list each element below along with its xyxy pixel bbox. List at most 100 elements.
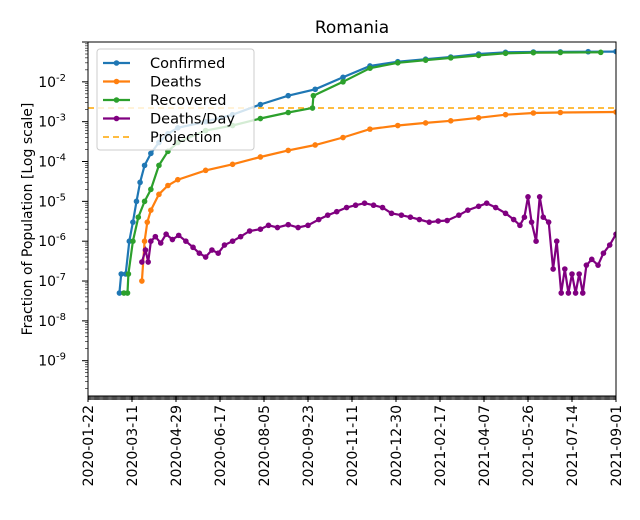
- data-point: [163, 231, 169, 237]
- data-point: [148, 150, 154, 157]
- data-point: [600, 250, 607, 256]
- data-point: [540, 214, 547, 221]
- x-tick-label: 2021-02-17: [433, 405, 449, 486]
- y-tick-exponent: -5: [56, 192, 66, 203]
- data-point: [139, 259, 145, 265]
- data-point: [367, 126, 373, 132]
- data-point: [144, 219, 151, 225]
- data-point: [309, 105, 316, 111]
- x-tick-label: 2020-11-11: [345, 405, 361, 486]
- y-tick-label: 10-7: [38, 272, 66, 290]
- data-point: [312, 86, 318, 93]
- y-tick-label: 10-2: [38, 73, 66, 91]
- data-point: [447, 55, 454, 61]
- series-deaths-day: [139, 194, 616, 296]
- series-line: [140, 196, 616, 294]
- data-point: [502, 50, 509, 57]
- data-point: [142, 247, 149, 253]
- data-point: [352, 202, 359, 209]
- data-point: [196, 250, 203, 256]
- y-tick-label: 10-8: [38, 312, 66, 330]
- data-point: [152, 233, 159, 240]
- series-line: [123, 51, 601, 295]
- data-point: [422, 120, 429, 126]
- data-point: [175, 232, 182, 239]
- data-point: [295, 224, 301, 231]
- x-tick-label: 2021-09-01: [609, 405, 625, 486]
- data-point: [416, 216, 423, 223]
- data-point: [502, 111, 509, 118]
- data-point: [124, 290, 131, 296]
- data-point: [148, 238, 154, 244]
- data-point: [422, 57, 429, 63]
- data-point: [528, 219, 535, 225]
- legend-label: Recovered: [150, 93, 226, 109]
- data-point: [202, 254, 209, 260]
- data-point: [447, 118, 454, 124]
- data-point: [285, 109, 292, 116]
- data-point: [370, 202, 377, 209]
- data-point: [333, 208, 340, 215]
- y-tick-label: 10-3: [38, 113, 66, 131]
- series-line: [140, 110, 616, 282]
- legend-marker: [113, 60, 120, 66]
- data-point: [606, 242, 613, 248]
- data-point: [572, 290, 579, 296]
- data-point: [221, 242, 228, 248]
- data-point: [361, 200, 368, 206]
- data-point: [130, 238, 136, 244]
- legend-box: [96, 48, 255, 151]
- data-point: [237, 233, 244, 240]
- data-point: [148, 186, 154, 193]
- data-point: [444, 217, 450, 224]
- data-point: [367, 65, 373, 71]
- data-point: [407, 214, 414, 221]
- y-tick-label: 10-9: [38, 352, 66, 370]
- data-point: [229, 238, 236, 244]
- x-tick-label: 2020-01-22: [81, 405, 97, 486]
- data-point: [125, 271, 132, 277]
- data-point: [550, 266, 556, 272]
- data-point: [116, 290, 123, 296]
- data-point: [135, 214, 142, 221]
- y-tick-exponent: -2: [56, 73, 66, 84]
- data-point: [435, 218, 442, 224]
- data-point: [536, 194, 543, 200]
- data-point: [157, 240, 164, 246]
- axes-layer: 2020-01-22 2020-03-11 2020-04-29 2020-06-17…: [38, 41, 625, 486]
- data-point: [257, 154, 264, 160]
- data-point: [246, 228, 253, 234]
- x-tick-label: 2021-04-07: [477, 405, 493, 486]
- data-point: [340, 134, 346, 141]
- data-point: [562, 266, 568, 272]
- legend: Confirmed Deaths Recovered Deaths/Day Projec…: [96, 48, 255, 151]
- data-point: [174, 176, 181, 183]
- data-point: [324, 212, 331, 218]
- data-point: [565, 290, 572, 296]
- y-tick-exponent: -6: [56, 232, 66, 243]
- data-point: [530, 110, 537, 116]
- data-point: [285, 147, 292, 154]
- data-point: [475, 115, 482, 121]
- data-point: [492, 204, 499, 211]
- data-point: [343, 204, 350, 211]
- data-point: [557, 109, 564, 116]
- data-point: [285, 92, 292, 99]
- data-point: [613, 231, 616, 237]
- y-tick-label: 10-5: [38, 192, 66, 210]
- data-point: [156, 191, 162, 198]
- y-axis-label: Fraction of Population [Log scale]: [20, 103, 36, 336]
- data-point: [229, 161, 236, 168]
- data-point: [521, 214, 528, 221]
- data-point: [305, 222, 311, 229]
- data-point: [613, 109, 616, 115]
- data-point: [456, 212, 462, 218]
- data-point: [141, 198, 148, 205]
- data-point: [165, 182, 171, 189]
- data-point: [597, 49, 604, 56]
- data-point: [557, 49, 564, 56]
- data-point: [209, 247, 215, 253]
- data-point: [183, 238, 189, 244]
- data-point: [118, 271, 125, 277]
